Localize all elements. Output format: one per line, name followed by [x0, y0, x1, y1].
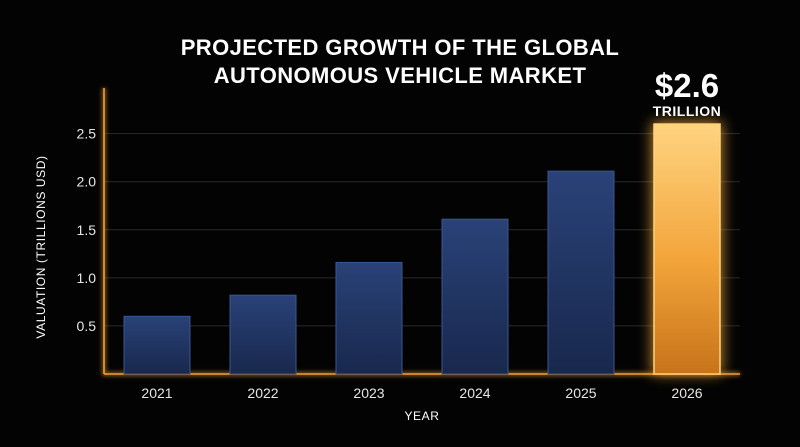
y-axis-title: VALUATION (TRILLIONS USD) [34, 155, 48, 338]
gridlines [104, 134, 740, 326]
x-tick-label: 2024 [459, 385, 490, 401]
y-tick-label: 0.5 [77, 318, 97, 334]
x-axis-title: YEAR [404, 409, 439, 423]
bar-highlight [654, 124, 720, 374]
y-tick-label: 1.0 [77, 270, 97, 286]
x-tick-label: 2025 [565, 385, 596, 401]
bar [230, 295, 296, 374]
bar [124, 316, 190, 374]
x-tick-label: 2023 [353, 385, 384, 401]
y-tick-label: 2.0 [77, 174, 97, 190]
highlight-unit-label: TRILLION [653, 103, 722, 119]
x-tick-label: 2021 [141, 385, 172, 401]
highlight-value-label: $2.6 [655, 67, 719, 104]
axis-glow [104, 88, 740, 374]
y-tick-label: 2.5 [77, 126, 97, 142]
y-tick-label: 1.5 [77, 222, 97, 238]
bar [442, 219, 508, 374]
x-tick-label: 2022 [247, 385, 278, 401]
bar [548, 171, 614, 374]
bar [336, 262, 402, 374]
x-tick-label: 2026 [671, 385, 702, 401]
axes [104, 88, 740, 374]
bars [124, 122, 722, 374]
